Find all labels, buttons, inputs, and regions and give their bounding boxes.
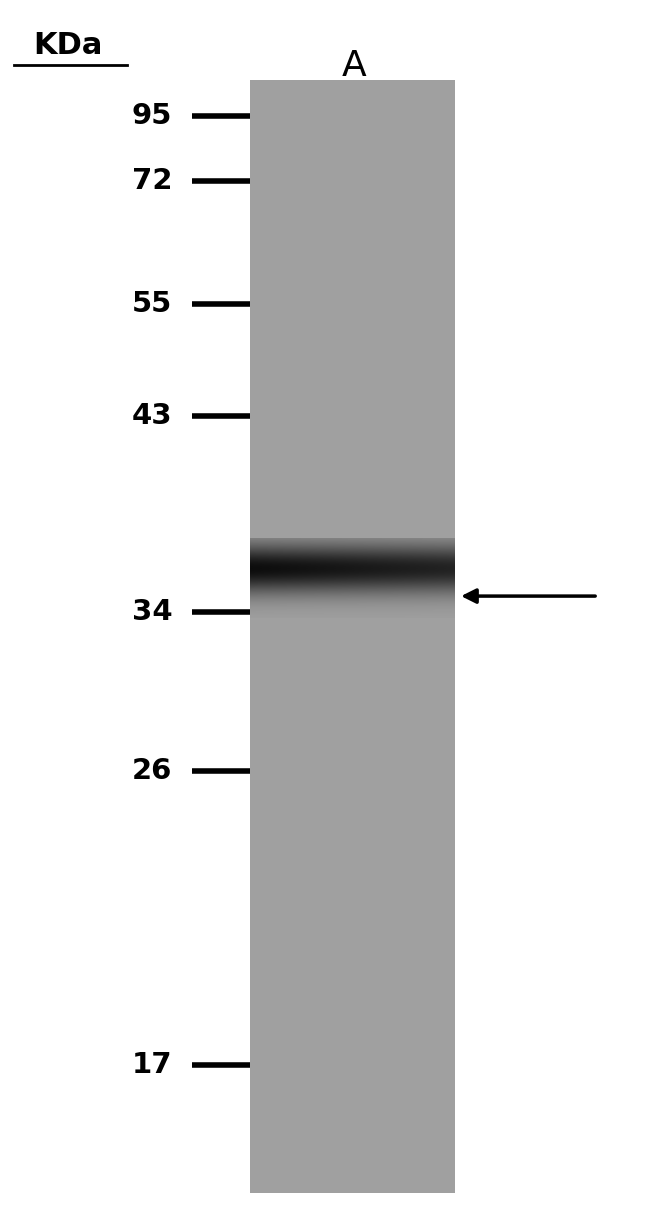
Bar [250, 80, 455, 1193]
Text: 17: 17 [131, 1051, 172, 1078]
Text: 34: 34 [131, 599, 172, 625]
Text: 95: 95 [132, 103, 172, 130]
Text: 26: 26 [132, 758, 172, 785]
Text: A: A [342, 49, 367, 83]
Text: KDa: KDa [34, 31, 103, 60]
Text: 72: 72 [132, 168, 172, 195]
Text: 43: 43 [131, 403, 172, 430]
Text: 55: 55 [132, 290, 172, 317]
